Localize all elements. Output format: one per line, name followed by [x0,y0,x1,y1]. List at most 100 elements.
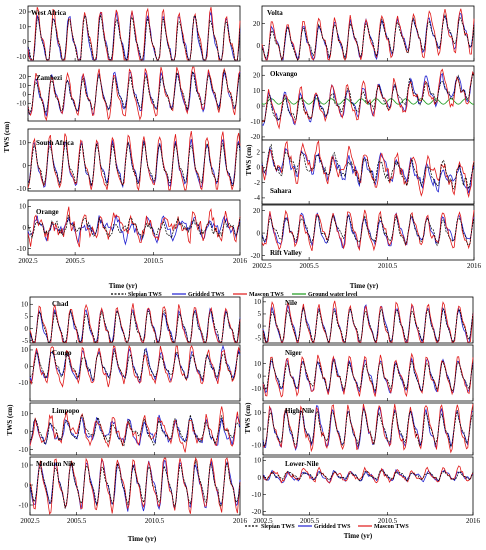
legend-top: Slepian TWS Gridded TWS Mascon TWS Groun… [111,292,358,298]
y-tick-label: 20 [19,8,27,16]
y-tick-label: -10 [19,501,29,509]
y-tick-label: 10 [19,203,27,211]
y-tick-label: 10 [19,82,27,90]
legend-mascon-bottom: Mascon TWS [374,524,409,530]
panel-medium-nile: -10 0 10 2002.5 2005.5 2010.5 2016 Medium Nile [19,456,248,525]
y-tick-label: 0 [258,425,262,433]
series-slepian-tws [261,214,475,247]
series-slepian-tws [29,309,241,343]
x-tick-label: 2010.5 [145,517,165,525]
x-tick-label: 2016 [233,257,248,265]
legend-bottom: Slepian TWS Gridded TWS Mascon TWS [245,524,409,530]
panel-chad: -5 0 5 10 Chad [21,296,241,345]
ylabel-bottom-left: TWS (cm) [6,404,14,436]
series-slepian-tws [29,348,241,381]
y-tick-label: -10 [19,446,29,454]
panel-title: South Africa [36,139,74,147]
series-mascon-tws [262,465,474,484]
y-tick-label: -20 [251,133,261,141]
y-tick-label: -5 [22,337,28,345]
x-tick-label: 2002.5 [252,262,272,270]
legend-mascon-top: Mascon TWS [249,292,284,298]
y-tick-label: -5 [255,334,261,342]
y-tick-label: 0 [257,102,261,110]
x-tick-label: 2005.5 [300,517,320,525]
series-gridded-tws [261,147,475,194]
panel-title: Niger [285,349,302,357]
y-tick-label: 10 [19,23,27,31]
y-tick-label: -10 [17,53,27,61]
panel-rift-valley: -20 0 20 2002.5 2005.5 2010.5 2016 Rift Valley [251,204,482,270]
y-tick-label: 20 [253,20,261,28]
panel-title: Sahara [270,187,292,195]
panel-lower-nile: -20 -10 0 10 2002.5 2005.5 2010.5 2016 Lower-Nil… [252,456,481,525]
panel-title: Volta [267,9,283,17]
xlabel-bottom-left: Time (yr) [128,535,157,543]
xlabel-bottom-right: Time (yr) [344,532,373,540]
y-tick-label: 0 [257,164,261,172]
legend-gridded-top: Gridded TWS [188,292,225,298]
y-tick-label: 20 [253,207,261,215]
y-tick-label: 0 [258,322,262,330]
panel-title: Congo [52,349,72,357]
y-tick-label: 0 [258,474,262,482]
legend-gridded-bottom: Gridded TWS [314,524,351,530]
y-tick-label: -10 [19,379,29,387]
panel-limpopo: -10 0 10 Limpopo [19,402,241,456]
y-tick-label: 0 [25,363,29,371]
y-tick-label: -20 [252,508,262,516]
series-slepian-tws [261,72,475,123]
y-tick-label: 5 [25,313,29,321]
panel-title: Medium Nile [36,460,75,468]
panel-frame [27,5,241,62]
y-tick-label: -4 [254,194,260,202]
series-mascon-tws [27,206,241,248]
y-tick-label: 10 [254,457,262,465]
panel-title: Lower-Nile [285,460,319,468]
series-mascon-tws [29,345,241,388]
legend-slepian-bottom: Slepian TWS [261,524,295,530]
y-tick-label: 0 [257,229,261,237]
ylabel-bottom-right: TWS (cm) [244,402,252,434]
series-slepian-tws [29,459,241,509]
panel-volta: 0 20 Volta [253,5,475,62]
y-tick-label: -10 [17,100,27,108]
x-tick-label: 2010.5 [144,257,164,265]
x-tick-label: 2016 [467,262,482,270]
series-slepian-tws [27,214,241,239]
x-tick-label: 2002.5 [18,257,38,265]
y-tick-label: 10 [19,139,27,147]
y-tick-label: 20 [19,73,27,81]
panel-title: Limpopo [52,407,80,415]
series-slepian-tws [262,469,474,482]
x-tick-label: 2002.5 [20,517,40,525]
xlabel-top-right: Time (yr) [350,282,379,290]
series-mascon-tws [29,457,241,515]
panel-south-africa: -10 0 10 South Africa [17,128,241,193]
series-slepian-tws [261,143,475,190]
y-tick-label: -20 [251,252,261,260]
panel-nile: -5 0 5 10 Nile [254,296,474,344]
xlabel-top-left: Time (yr) [109,282,138,290]
panel-title: West Africa [31,9,67,17]
panel-frame [261,139,475,205]
panel-frame [261,5,475,62]
y-tick-label: 10 [21,301,29,309]
series-slepian-tws [262,306,474,343]
panel-frame [261,204,475,261]
y-tick-label: 2 [257,148,261,156]
y-tick-label: 5 [258,310,262,318]
series-mascon-tws [262,300,474,343]
series-mascon-tws [29,406,241,453]
series-slepian-tws [262,409,474,448]
y-tick-label: 10 [21,346,29,354]
panel-high-nile: -10 0 10 High-Nile [252,402,474,456]
panel-frame [262,456,474,516]
y-tick-label: -10 [252,385,262,393]
panel-title: Nile [285,299,297,307]
series-gridded-tws [262,468,474,484]
y-tick-label: 0 [23,224,27,232]
